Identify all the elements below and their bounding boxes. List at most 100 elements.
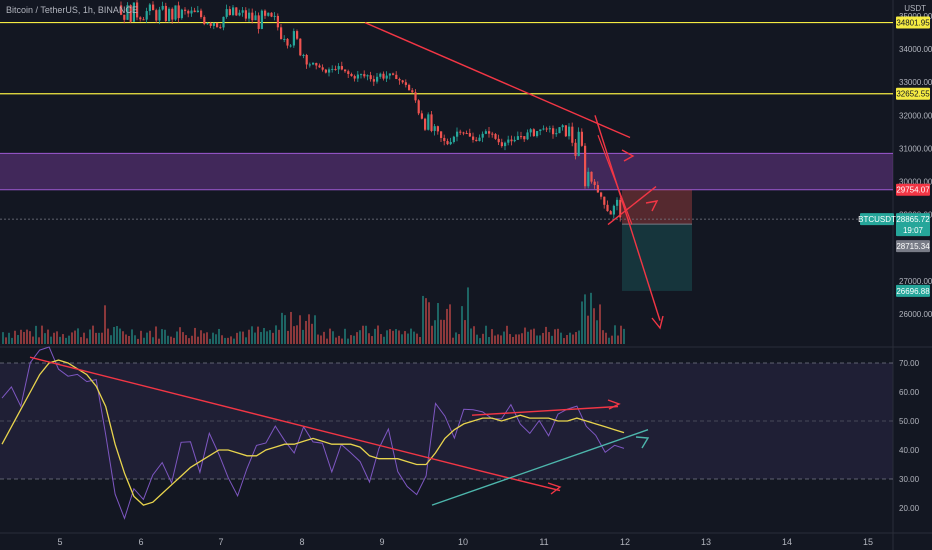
rsi-down-arrowhead <box>547 482 562 495</box>
candle-body <box>497 138 500 143</box>
volume-bar <box>122 331 124 344</box>
volume-bar <box>527 331 529 344</box>
volume-bar <box>584 294 586 344</box>
volume-bar <box>515 334 517 344</box>
volume-bar <box>587 315 589 344</box>
candle-body <box>340 66 343 70</box>
volume-bar <box>410 328 412 344</box>
volume-bar <box>329 328 331 344</box>
candle-body <box>420 113 423 119</box>
candle-body <box>587 171 590 187</box>
candle-body <box>360 74 363 76</box>
candle-body <box>446 141 449 145</box>
candle-body <box>568 126 571 137</box>
candle-body <box>488 131 491 134</box>
volume-bar <box>419 337 421 344</box>
candle-body <box>436 126 439 132</box>
volume-bar <box>251 326 253 344</box>
candle-body <box>606 204 609 212</box>
volume-bar <box>605 332 607 344</box>
volume-bar <box>287 330 289 344</box>
rsi-support-line <box>431 429 649 506</box>
volume-bar <box>314 315 316 344</box>
candle-body <box>273 15 276 17</box>
time-tick-label: 15 <box>863 537 873 547</box>
time-tick-label: 8 <box>299 537 304 547</box>
rsi-tick-label: 40.00 <box>899 446 920 455</box>
volume-bar <box>422 295 424 344</box>
volume-bar <box>509 334 511 344</box>
volume-bar <box>32 336 34 344</box>
volume-bar <box>167 335 169 344</box>
volume-bar <box>293 326 295 344</box>
volume-bar <box>566 335 568 344</box>
candle-body <box>283 38 286 40</box>
volume-bar <box>401 334 403 344</box>
candle-body <box>363 74 366 77</box>
volume-bar <box>164 329 166 344</box>
stop-price-label: 29754.07 <box>896 186 930 195</box>
volume-bar <box>455 332 457 344</box>
candle-body <box>443 137 446 142</box>
stop-zone <box>622 189 692 225</box>
candle-body <box>491 133 494 135</box>
volume-bar <box>431 325 433 344</box>
candle-body <box>238 12 241 16</box>
volume-bar <box>11 337 13 344</box>
candle-body <box>532 129 535 137</box>
candle-body <box>593 181 596 186</box>
candle-body <box>161 5 164 10</box>
candle-body <box>225 9 228 17</box>
time-tick-label: 11 <box>539 537 548 547</box>
volume-bar <box>50 336 52 344</box>
volume-bar <box>245 337 247 344</box>
volume-bar <box>290 311 292 344</box>
volume-bar <box>437 303 439 344</box>
volume-bar <box>542 332 544 344</box>
volume-bar <box>617 335 619 344</box>
candle-body <box>523 136 526 140</box>
volume-bar <box>521 333 523 344</box>
target-price-label: 26696.88 <box>896 287 930 296</box>
volume-bar <box>323 331 325 344</box>
candle-body <box>219 27 222 29</box>
volume-bar <box>356 332 358 344</box>
candle-body <box>619 199 622 218</box>
entry-price-label: 28715.34 <box>896 242 930 251</box>
volume-bar <box>230 336 232 344</box>
volume-bar <box>350 335 352 344</box>
candle-body <box>292 31 295 46</box>
candle-body <box>545 128 548 130</box>
candle-body <box>158 9 161 21</box>
candle-body <box>609 211 612 215</box>
volume-bar <box>149 330 151 344</box>
price-tick-label: 31000.00 <box>899 144 932 153</box>
rsi-downtrend-line <box>29 356 479 471</box>
candle-body <box>526 132 529 140</box>
rsi-pane-bg <box>0 349 893 549</box>
volume-bar <box>170 336 172 344</box>
volume-bar <box>344 328 346 344</box>
candle-body <box>401 80 404 83</box>
volume-bar <box>512 336 514 344</box>
candle-body <box>600 192 603 197</box>
candle-body <box>315 62 318 66</box>
candle-body <box>536 131 539 137</box>
candle-body <box>312 62 315 65</box>
volume-bar <box>341 338 343 344</box>
candle-body <box>500 142 503 147</box>
volume-bar <box>392 330 394 344</box>
volume-bar <box>539 335 541 344</box>
volume-bar <box>89 329 91 344</box>
volume-bar <box>38 337 40 344</box>
volume-bar <box>227 337 229 344</box>
candle-body <box>248 12 251 19</box>
volume-bar <box>311 323 313 344</box>
countdown-label-bg <box>896 224 930 237</box>
volume-bar <box>284 315 286 344</box>
time-tick-label: 10 <box>458 537 468 547</box>
volume-bar <box>362 325 364 344</box>
candle-body <box>584 145 587 187</box>
volume-bar <box>35 325 37 344</box>
